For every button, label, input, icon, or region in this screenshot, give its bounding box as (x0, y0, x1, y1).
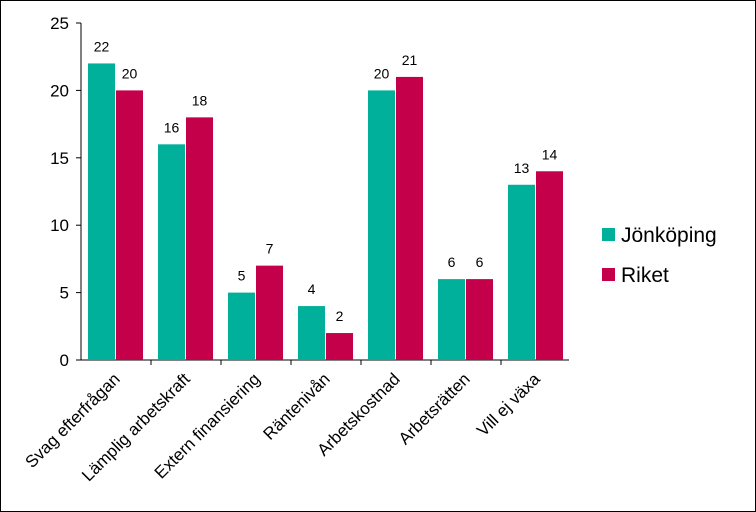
data-label: 13 (514, 160, 530, 176)
legend-label: Jönköping (621, 224, 717, 247)
bar-j-nk-ping (158, 144, 185, 360)
data-label: 14 (542, 146, 558, 162)
bar-j-nk-ping (368, 90, 395, 361)
legend-label: Riket (621, 264, 669, 287)
bar-j-nk-ping (298, 306, 325, 360)
data-label: 16 (164, 119, 180, 135)
bars (88, 63, 563, 361)
legend-swatch (602, 268, 615, 281)
bar-j-nk-ping (508, 184, 535, 360)
data-label: 2 (336, 308, 344, 324)
x-tick-label: Vill ej växa (473, 369, 544, 440)
y-tick-label: 25 (50, 14, 69, 33)
bar-j-nk-ping (438, 279, 465, 360)
data-label: 20 (374, 65, 390, 81)
data-label: 21 (402, 52, 418, 68)
x-tick-label: Räntenivån (260, 369, 334, 443)
y-tick-labels: 0 5 10 15 20 25 (50, 14, 81, 370)
y-tick-label: 0 (60, 351, 69, 370)
data-label: 7 (266, 241, 274, 257)
y-tick-label: 5 (60, 284, 69, 303)
legend-swatch (602, 228, 615, 241)
bar-riket (466, 279, 493, 360)
data-label: 5 (238, 268, 246, 284)
bar-riket (536, 171, 563, 360)
data-label: 6 (476, 254, 484, 270)
data-label: 22 (94, 38, 110, 54)
data-label: 6 (448, 254, 456, 270)
data-label: 18 (192, 92, 208, 108)
bar-j-nk-ping (88, 63, 115, 360)
bar-riket (186, 117, 213, 360)
y-tick-label: 20 (50, 81, 69, 100)
data-label: 20 (122, 65, 138, 81)
bar-riket (256, 265, 283, 360)
y-tick-label: 15 (50, 149, 69, 168)
legend: Jönköping Riket (602, 224, 717, 287)
data-label: 4 (308, 281, 316, 297)
y-tick-label: 10 (50, 216, 69, 235)
bar-riket (326, 333, 353, 360)
bar-riket (396, 76, 423, 361)
bar-j-nk-ping (228, 292, 255, 360)
x-tick-label: Arbetsrätten (395, 369, 474, 448)
data-labels: 22 20 16 18 5 7 4 2 20 21 6 6 13 14 (94, 38, 558, 324)
bar-riket (116, 90, 143, 361)
